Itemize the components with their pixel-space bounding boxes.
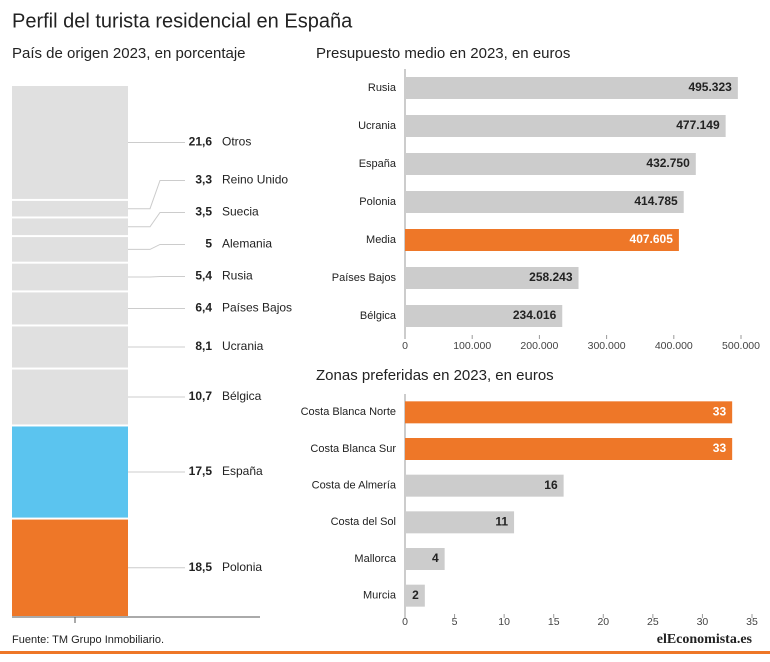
value-label: 6,4 [195,301,212,315]
value-label: 407.605 [630,232,674,246]
category-label: Ucrania [222,339,264,353]
bar [405,115,726,137]
segment [12,218,128,236]
category-label: Alemania [222,237,272,251]
value-label: 4 [432,551,439,565]
source: Fuente: TM Grupo Inmobiliario. [12,634,164,646]
x-tick-label: 0 [402,340,408,352]
bar [405,191,684,213]
category-label: Bélgica [360,310,397,322]
category-label: Bélgica [222,389,262,403]
value-label: 10,7 [189,389,213,403]
category-label: Polonia [222,560,262,574]
value-label: 5,4 [195,269,212,283]
leader-line [128,275,185,278]
bar [405,267,579,289]
x-tick-label: 400.000 [655,340,693,352]
value-label: 495.323 [688,80,732,94]
bar [405,438,733,460]
category-label: Costa del Sol [331,516,396,528]
segment [12,86,128,199]
bar [405,511,515,534]
bar [405,584,425,607]
leader-line [128,211,185,228]
category-label: Otros [222,135,251,149]
value-label: 5 [205,237,212,251]
category-label: Murcia [363,590,397,602]
value-label: 258.243 [529,270,573,284]
value-label: 3,3 [195,173,212,187]
x-tick-label: 10 [498,616,510,628]
category-label: Países Bajos [332,272,397,284]
category-label: España [222,464,263,478]
category-label: Costa Blanca Sur [310,443,396,455]
segment [12,369,128,425]
x-tick-label: 200.000 [520,340,558,352]
chart-subtitle: Presupuesto medio en 2023, en euros [316,45,570,62]
bar [405,229,679,251]
value-label: 477.149 [676,118,720,132]
segment [12,200,128,217]
leader-line [128,179,185,210]
leader-line [128,243,185,250]
category-label: Países Bajos [222,301,292,315]
value-label: 8,1 [195,339,212,353]
category-label: Reino Unido [222,173,288,187]
value-label: 432.750 [646,156,690,170]
segment [12,326,128,368]
title: Perfil del turista residencial en España [12,10,353,32]
x-tick-label: 0 [402,616,408,628]
chart-subtitle: País de origen 2023, en porcentaje [12,45,246,62]
value-label: 234.016 [513,308,557,322]
segment [12,426,128,518]
value-label: 18,5 [189,560,213,574]
bar [405,401,733,424]
category-label: Costa de Almería [312,480,397,492]
footer-rule [0,651,770,654]
value-label: 414.785 [634,194,678,208]
category-label: Polonia [359,196,397,208]
value-label: 3,5 [195,205,212,219]
category-label: Rusia [368,82,397,94]
bar [405,474,564,497]
category-label: Costa Blanca Norte [301,406,396,418]
bar [405,305,563,327]
value-label: 2 [412,588,419,602]
category-label: Mallorca [354,553,396,565]
x-tick-label: 300.000 [588,340,626,352]
bar [405,548,445,570]
category-label: Suecia [222,205,259,219]
value-label: 33 [713,441,727,455]
value-label: 11 [495,515,508,529]
value-label: 17,5 [189,464,213,478]
value-label: 33 [713,405,727,419]
category-label: Rusia [222,269,253,283]
x-tick-label: 35 [746,616,758,628]
value-label: 16 [544,478,558,492]
category-label: España [359,158,397,170]
category-label: Ucrania [358,120,397,132]
x-tick-label: 100.000 [453,340,491,352]
x-tick-label: 500.000 [722,340,760,352]
segment [12,292,128,325]
segment [12,237,128,262]
x-tick-label: 5 [452,616,458,628]
segment [12,263,128,291]
x-tick-label: 15 [548,616,560,628]
bar [405,77,738,99]
chart-subtitle: Zonas preferidas en 2023, en euros [316,367,554,384]
bar [405,153,696,175]
logo: elEconomista.es [657,632,753,647]
value-label: 21,6 [189,135,213,149]
segment [12,519,128,616]
x-tick-label: 20 [597,616,609,628]
category-label: Media [366,234,397,246]
x-tick-label: 30 [697,616,709,628]
x-tick-label: 25 [647,616,659,628]
